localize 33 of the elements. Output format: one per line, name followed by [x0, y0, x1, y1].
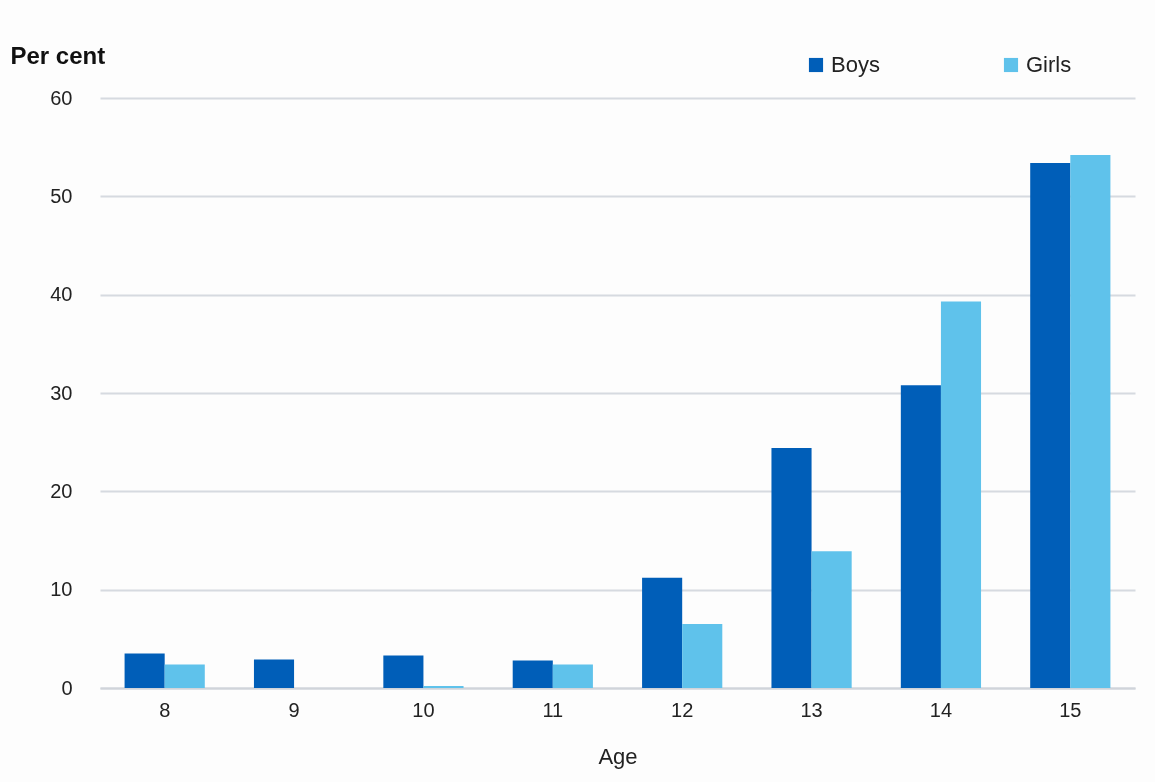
bar — [642, 577, 683, 688]
bar — [1030, 162, 1071, 688]
x-tick-label: 15 — [1059, 698, 1082, 721]
y-axis-title: Per cent — [10, 41, 106, 69]
bar — [1070, 155, 1111, 688]
bar — [164, 664, 205, 688]
x-tick-label: 8 — [159, 698, 171, 721]
y-tick-label: 30 — [50, 381, 73, 404]
y-tick-label: 20 — [50, 479, 73, 502]
bar — [682, 624, 723, 688]
x-axis-title: Age — [598, 743, 638, 769]
bar — [900, 385, 941, 688]
bar — [940, 301, 982, 688]
bar — [811, 551, 852, 688]
legend-label: Boys — [831, 52, 880, 77]
bar — [253, 659, 295, 688]
bar — [552, 664, 593, 688]
x-tick-label: 12 — [671, 698, 694, 721]
x-tick-label: 10 — [412, 698, 435, 721]
bar — [512, 660, 553, 688]
y-tick-label: 60 — [50, 86, 73, 109]
x-tick-label: 11 — [542, 698, 564, 721]
bar — [124, 653, 165, 688]
y-tick-label: 50 — [50, 184, 73, 207]
x-tick-label: 9 — [288, 698, 300, 721]
x-tick-label: 13 — [800, 698, 823, 721]
legend-label: Girls — [1026, 52, 1072, 77]
x-tick-label: 14 — [929, 698, 953, 721]
y-tick-label: 0 — [61, 676, 73, 699]
bar — [383, 655, 424, 688]
y-tick-label: 40 — [50, 283, 73, 306]
bar — [771, 448, 812, 688]
y-tick-label: 10 — [50, 578, 73, 601]
